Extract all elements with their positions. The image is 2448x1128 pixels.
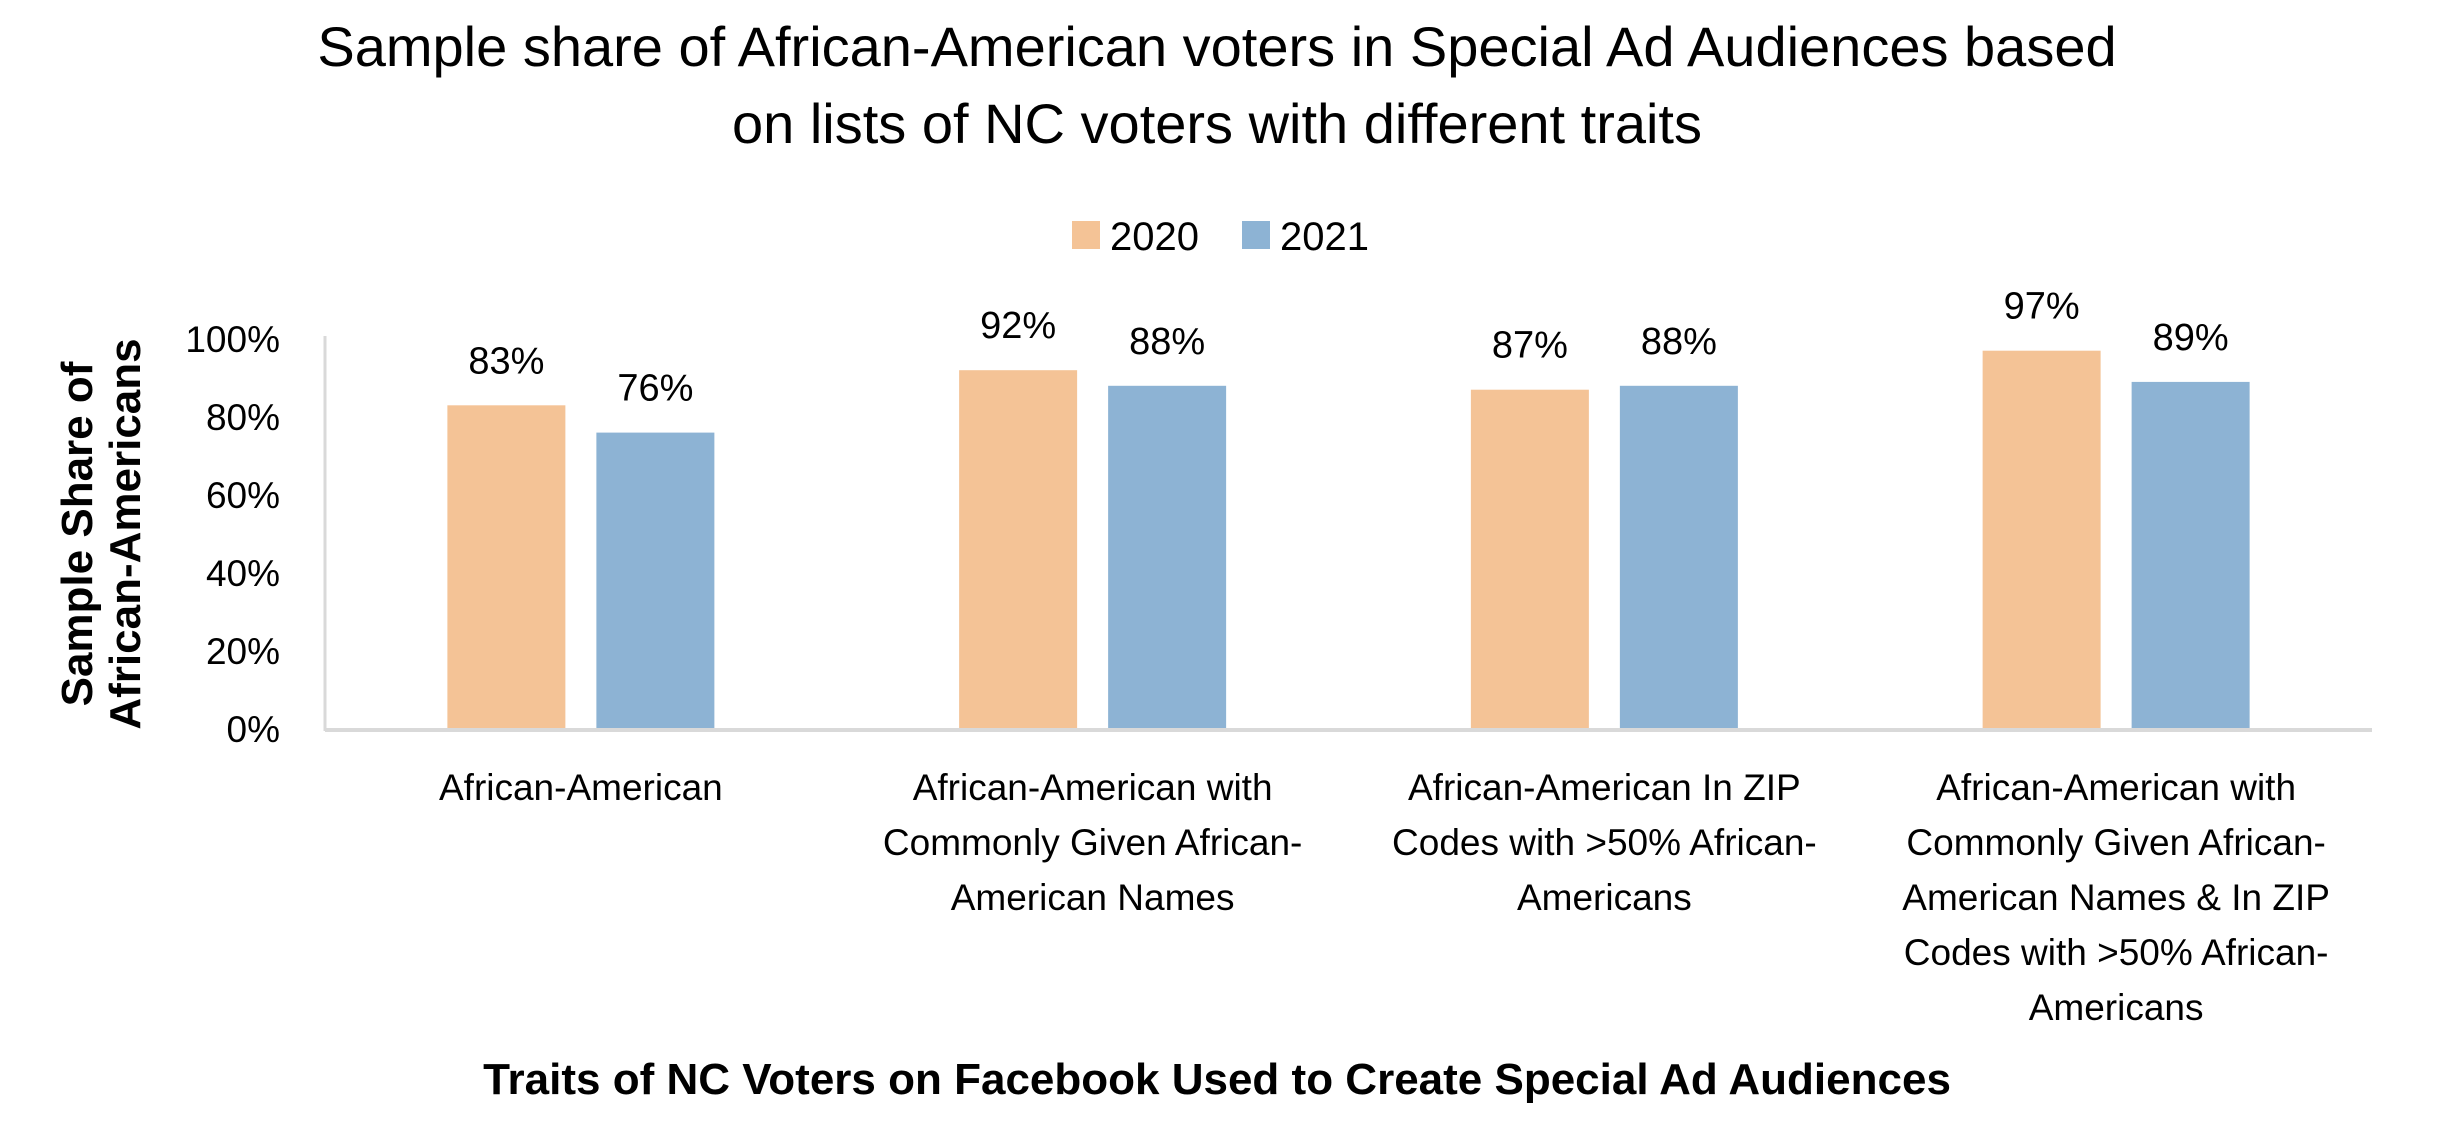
chart-title: Sample share of African-American voters … bbox=[317, 15, 2116, 155]
x-category-label: African-American bbox=[439, 767, 723, 808]
chart-title-line: Sample share of African-American voters … bbox=[317, 15, 2116, 78]
data-label: 89% bbox=[2153, 317, 2229, 359]
x-category-label: Americans bbox=[2029, 987, 2204, 1028]
y-tick-label: 20% bbox=[206, 631, 280, 672]
x-category-label: American Names & In ZIP bbox=[1902, 877, 2330, 918]
x-axis-categories: African-American African-American with Com… bbox=[439, 767, 2330, 1028]
bar-2020-1 bbox=[447, 405, 566, 729]
legend: 2020 2021 bbox=[1072, 215, 1369, 259]
x-category-label: Codes with >50% African- bbox=[1904, 932, 2329, 973]
x-category-label: Commonly Given African- bbox=[1906, 822, 2325, 863]
x-category-label: African-American with bbox=[913, 767, 1273, 808]
x-category-label: African-American with bbox=[1936, 767, 2296, 808]
legend-label: 2020 bbox=[1110, 215, 1199, 259]
data-label: 87% bbox=[1492, 325, 1568, 367]
data-label: 88% bbox=[1641, 321, 1717, 363]
data-label: 76% bbox=[617, 368, 693, 410]
y-tick-label: 40% bbox=[206, 553, 280, 594]
data-label: 92% bbox=[980, 305, 1056, 347]
x-category-label: African-American In ZIP bbox=[1408, 767, 1801, 808]
data-label: 97% bbox=[2004, 286, 2080, 328]
y-tick-label: 0% bbox=[227, 709, 280, 750]
x-category-label: Americans bbox=[1517, 877, 1692, 918]
y-tick-label: 80% bbox=[206, 397, 280, 438]
data-label: 88% bbox=[1129, 321, 1205, 363]
y-axis-ticks: 0% 20% 40% 60% 80% 100% bbox=[185, 319, 280, 750]
legend-swatch-2021 bbox=[1242, 221, 1270, 249]
bar-2021-1 bbox=[596, 432, 715, 729]
bar-2021-4 bbox=[2131, 381, 2250, 729]
data-label: 83% bbox=[468, 340, 544, 382]
bars: 83% 76% 92% 88% 87% 88% 97% 89% bbox=[447, 286, 2250, 729]
bar-2021-3 bbox=[1619, 385, 1738, 729]
y-axis-title: Sample Share of African-Americans bbox=[53, 338, 150, 729]
x-category-label: Commonly Given African- bbox=[883, 822, 1302, 863]
legend-swatch-2020 bbox=[1072, 221, 1100, 249]
y-axis-title-line: Sample Share of bbox=[53, 361, 102, 706]
bar-2020-2 bbox=[959, 370, 1078, 729]
bar-2020-3 bbox=[1470, 389, 1589, 729]
x-category-label: Codes with >50% African- bbox=[1392, 822, 1817, 863]
y-axis-title-line: African-Americans bbox=[101, 338, 150, 729]
bar-2021-2 bbox=[1108, 385, 1227, 729]
y-tick-label: 60% bbox=[206, 475, 280, 516]
legend-label: 2021 bbox=[1280, 215, 1369, 259]
y-tick-label: 100% bbox=[185, 319, 280, 360]
chart-title-line: on lists of NC voters with different tra… bbox=[732, 92, 1702, 155]
bar-2020-4 bbox=[1982, 350, 2101, 729]
x-category-label: American Names bbox=[951, 877, 1235, 918]
x-axis-title: Traits of NC Voters on Facebook Used to … bbox=[483, 1055, 1951, 1104]
